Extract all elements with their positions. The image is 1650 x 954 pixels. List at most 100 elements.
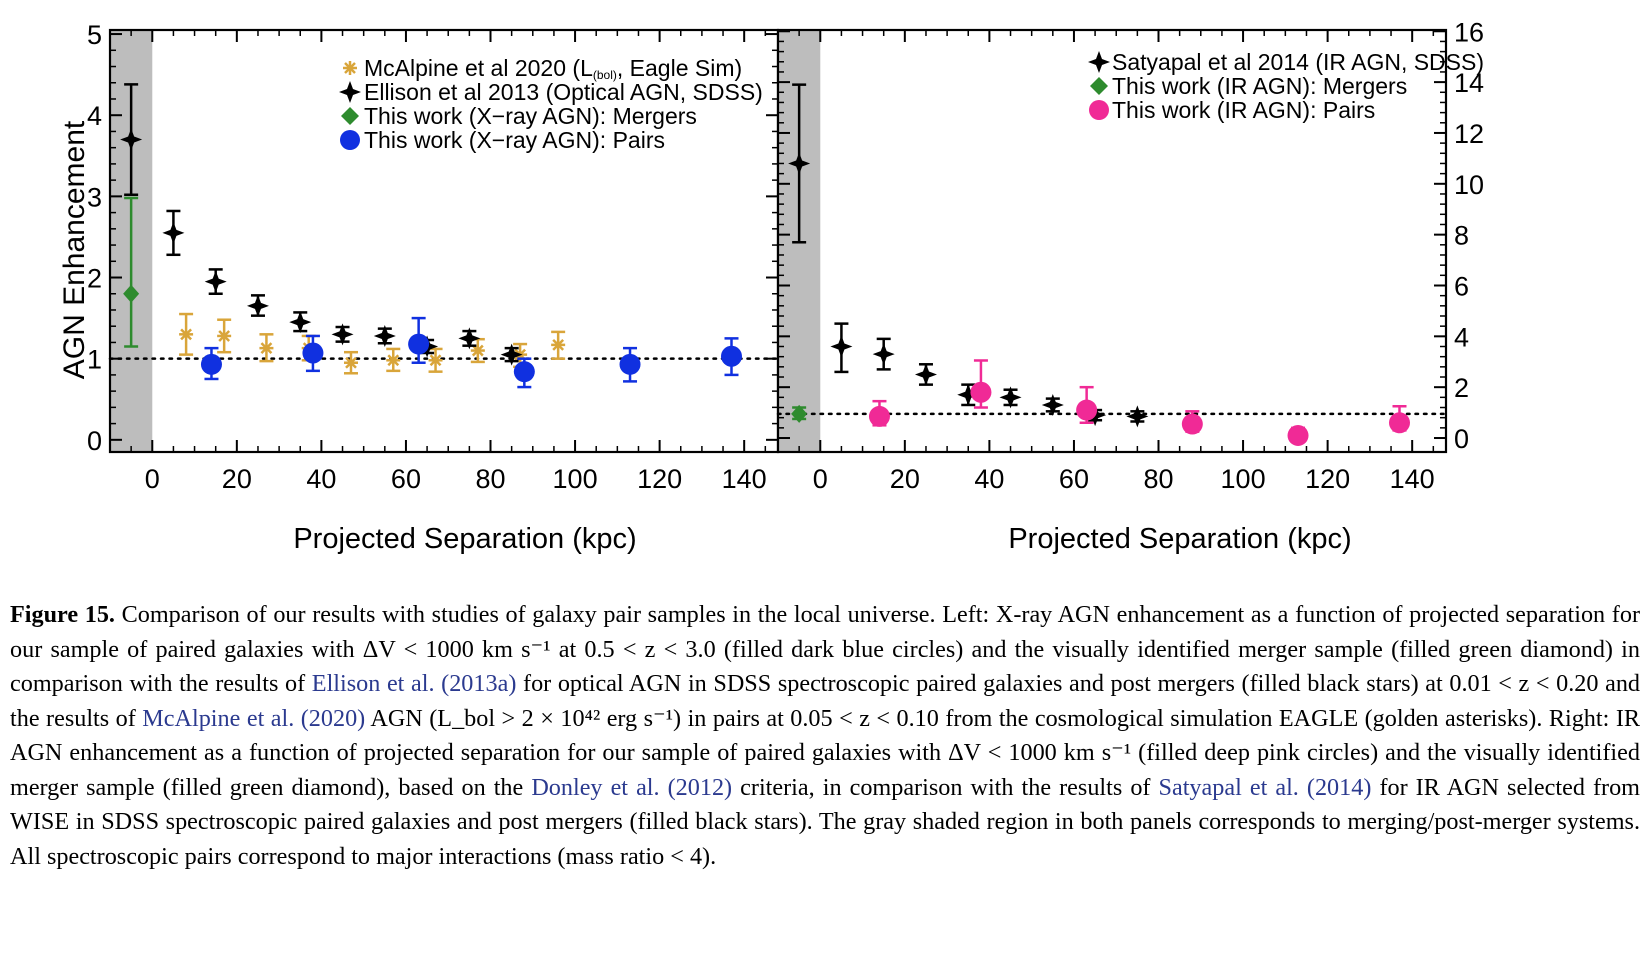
- left-series-asterisk: [179, 312, 566, 375]
- left-asterisk-point: [343, 356, 358, 369]
- caption-text-3: AGN (L_bol > 2 × 10⁴² erg s⁻¹) in pairs …: [10, 704, 1641, 801]
- caption-ref-ellison[interactable]: Ellison et al.: [311, 670, 435, 697]
- left-circle-point: [200, 353, 222, 375]
- caption-label: Figure 15.: [10, 601, 115, 628]
- right-y-tick-label: 0: [1454, 424, 1469, 454]
- right-y-tick-label: 6: [1454, 271, 1469, 301]
- left-star-point: [204, 270, 227, 293]
- legend-label-xray-pairs: This work (X−ray AGN): Pairs: [364, 127, 665, 153]
- left-x-tick-label: 140: [722, 464, 767, 494]
- right-diamond-point: [791, 404, 808, 423]
- right-y-tick-label: 16: [1454, 17, 1484, 47]
- caption-ref-mcalpine[interactable]: McAlpine et al.: [142, 704, 295, 732]
- svg-text:McAlpine et al 2020 (L(bol), E: McAlpine et al 2020 (L(bol), Eagle Sim): [364, 55, 742, 82]
- legend-entry-ir-mergers: This work (IR AGN): Mergers: [1090, 73, 1407, 99]
- left-y-tick-label: 4: [87, 101, 102, 131]
- caption-text-4: criteria, in comparison with the results…: [740, 773, 1151, 801]
- caption-ref-donley-year[interactable]: (2012): [667, 773, 733, 801]
- figure-caption: Figure 15. Comparison of our results wit…: [10, 598, 1640, 874]
- right-circle-point: [1287, 424, 1309, 446]
- left-y-tick-label: 3: [87, 182, 102, 212]
- left-series-star: [120, 83, 523, 366]
- right-y-tick-label: 2: [1454, 373, 1469, 403]
- legend-entry-ellison: Ellison et al 2013 (Optical AGN, SDSS): [339, 79, 763, 105]
- left-panel: 0 20 40 60 80 100 120 140 0 1 2 3 4 5: [87, 20, 780, 494]
- right-x-tick-label: 0: [813, 464, 828, 494]
- caption-ref-satyapal[interactable]: Satyapal et al.: [1158, 773, 1299, 801]
- right-x-tick-label: 80: [1143, 464, 1173, 494]
- left-circle-point: [408, 333, 430, 355]
- right-star-point: [788, 152, 811, 175]
- left-y-axis-label: AGN Enhancement: [58, 120, 91, 379]
- legend-label-ir-pairs: This work (IR AGN): Pairs: [1112, 97, 1375, 123]
- right-circle-point: [1388, 412, 1410, 434]
- right-x-tick-label: 140: [1390, 464, 1435, 494]
- left-series-diamond: [123, 196, 140, 348]
- legend-entry-xray-pairs: This work (X−ray AGN): Pairs: [340, 127, 665, 153]
- legend-label-mcalpine: McAlpine et al 2020 (L: [364, 55, 593, 81]
- left-asterisk-point: [470, 344, 485, 357]
- left-circle-point: [302, 342, 324, 364]
- diamond-marker-icon: [341, 107, 359, 125]
- left-star-point: [500, 343, 523, 366]
- right-circle-point: [1076, 399, 1098, 421]
- right-y-tick-label: 14: [1454, 68, 1484, 98]
- right-panel: 0 20 40 60 80 100 120 140 0 2 4 6 8 10 12 14 16: [776, 17, 1484, 494]
- left-asterisk-point: [179, 328, 194, 341]
- left-x-axis-label: Projected Separation (kpc): [293, 523, 636, 555]
- right-plot-frame: [776, 28, 1448, 454]
- diamond-marker-icon: [1090, 77, 1108, 95]
- left-x-tick-label: 120: [637, 464, 682, 494]
- left-star-point: [120, 128, 143, 151]
- left-diamond-errorbar: [124, 196, 139, 348]
- left-asterisk-point: [259, 342, 274, 355]
- right-x-tick-label: 100: [1221, 464, 1266, 494]
- right-x-tick-label: 20: [890, 464, 920, 494]
- left-asterisk-point: [217, 330, 232, 342]
- left-star-point: [458, 327, 481, 350]
- right-star-point: [957, 383, 980, 406]
- right-star-point: [1041, 393, 1064, 416]
- left-asterisk-point: [551, 338, 566, 351]
- right-x-tick-label: 60: [1059, 464, 1089, 494]
- left-y-tick-label: 2: [87, 264, 102, 294]
- right-x-tick-label: 120: [1305, 464, 1350, 494]
- caption-ref-ellison-year[interactable]: (2013a): [441, 670, 517, 697]
- star-marker-icon: [1088, 51, 1110, 73]
- left-circle-point: [513, 361, 535, 383]
- legend-label-ellison: Ellison et al 2013 (Optical AGN, SDSS): [364, 79, 763, 105]
- left-x-tick-label: 60: [391, 464, 421, 494]
- left-diamond-point: [123, 284, 140, 303]
- left-star-point: [373, 324, 396, 347]
- left-y-tick-label: 0: [87, 426, 102, 456]
- legend-entry-mcalpine: McAlpine et al 2020 (L(bol), Eagle Sim): [343, 55, 742, 82]
- left-star-point: [289, 311, 312, 334]
- caption-ref-satyapal-year[interactable]: (2014): [1306, 773, 1372, 801]
- left-x-tick-label: 20: [222, 464, 252, 494]
- left-x-tick-label: 80: [475, 464, 505, 494]
- legend-label-xray-mergers: This work (X−ray AGN): Mergers: [364, 103, 697, 129]
- right-x-axis-label: Projected Separation (kpc): [1008, 523, 1351, 555]
- left-y-tick-label: 1: [87, 345, 102, 375]
- left-x-tick-label: 40: [306, 464, 336, 494]
- caption-text-5: for IR AGN selected from WISE in SDSS sp…: [10, 773, 1640, 870]
- legend-label-satyapal: Satyapal et al 2014 (IR AGN, SDSS): [1112, 49, 1484, 75]
- left-legend: McAlpine et al 2020 (L(bol), Eagle Sim) …: [339, 55, 763, 153]
- left-asterisk-point: [428, 354, 443, 367]
- right-circle-point: [970, 381, 992, 403]
- left-y-tick-label: 5: [87, 20, 102, 50]
- left-star-point: [162, 221, 185, 244]
- caption-ref-donley[interactable]: Donley et al.: [531, 773, 660, 801]
- right-legend: Satyapal et al 2014 (IR AGN, SDSS) This …: [1088, 49, 1484, 123]
- circle-marker-icon: [1089, 100, 1109, 120]
- legend-label-mcalpine-subscript: (bol): [593, 68, 617, 82]
- right-series-circle: [868, 359, 1410, 446]
- circle-marker-icon: [340, 130, 360, 150]
- caption-text-2: for optical AGN in SDSS spectroscopic pa…: [10, 670, 1641, 732]
- left-circle-point: [619, 353, 641, 375]
- caption-text-1: Comparison of our results with studies o…: [10, 601, 1641, 697]
- caption-ref-mcalpine-year[interactable]: (2020): [300, 704, 366, 732]
- legend-entry-satyapal: Satyapal et al 2014 (IR AGN, SDSS): [1088, 49, 1484, 75]
- left-circle-point: [720, 345, 742, 367]
